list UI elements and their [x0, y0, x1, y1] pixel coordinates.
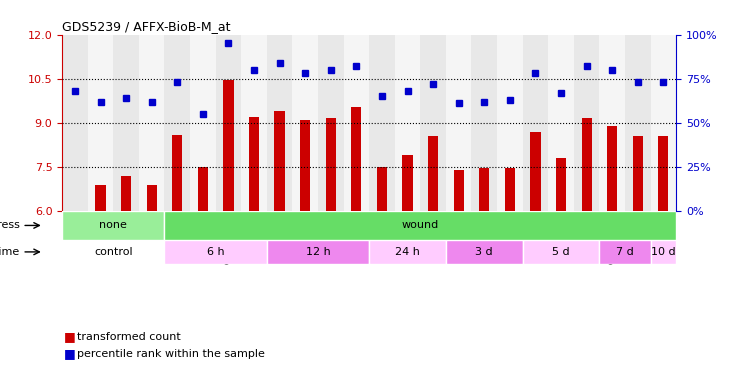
Text: 24 h: 24 h — [395, 247, 420, 257]
Bar — [607, 126, 617, 211]
Bar — [574, 35, 599, 211]
Bar — [633, 136, 643, 211]
Bar — [300, 120, 311, 211]
Bar — [523, 240, 599, 264]
Bar — [582, 118, 592, 211]
Text: 5 d: 5 d — [552, 247, 570, 257]
Bar — [523, 35, 548, 211]
Bar — [548, 35, 574, 211]
Bar — [164, 240, 267, 264]
Bar — [267, 240, 369, 264]
Bar — [497, 35, 523, 211]
Bar — [531, 132, 540, 211]
Bar — [453, 170, 464, 211]
Bar — [190, 35, 216, 211]
Bar — [446, 240, 523, 264]
Text: stress: stress — [0, 220, 20, 230]
Bar — [62, 35, 88, 211]
Bar — [241, 35, 267, 211]
Bar — [651, 35, 676, 211]
Text: ■: ■ — [64, 347, 76, 360]
Bar — [420, 35, 446, 211]
Text: 7 d: 7 d — [616, 247, 634, 257]
Bar — [62, 211, 164, 240]
Bar — [224, 80, 234, 211]
Bar — [352, 107, 362, 211]
Bar — [659, 136, 668, 211]
Bar — [403, 155, 413, 211]
Bar — [113, 35, 139, 211]
Bar — [216, 35, 241, 211]
Text: 12 h: 12 h — [306, 247, 330, 257]
Text: wound: wound — [402, 220, 439, 230]
Bar — [556, 158, 566, 211]
Bar — [369, 240, 446, 264]
Bar — [377, 167, 387, 211]
Bar — [173, 134, 183, 211]
Bar — [446, 35, 471, 211]
Text: GDS5239 / AFFX-BioB-M_at: GDS5239 / AFFX-BioB-M_at — [62, 20, 231, 33]
Bar — [625, 35, 651, 211]
Bar — [344, 35, 369, 211]
Bar — [275, 111, 284, 211]
Bar — [599, 240, 651, 264]
Bar — [480, 168, 490, 211]
Bar — [599, 35, 625, 211]
Bar — [267, 35, 292, 211]
Bar — [249, 117, 259, 211]
Text: control: control — [94, 247, 132, 257]
Bar — [62, 240, 164, 264]
Text: 6 h: 6 h — [207, 247, 224, 257]
Bar — [164, 211, 676, 240]
Bar — [139, 35, 164, 211]
Text: percentile rank within the sample: percentile rank within the sample — [77, 349, 265, 359]
Bar — [197, 167, 208, 211]
Bar — [471, 35, 497, 211]
Bar — [428, 136, 439, 211]
Bar — [504, 168, 515, 211]
Bar — [651, 240, 676, 264]
Bar — [88, 35, 113, 211]
Bar — [326, 118, 336, 211]
Bar — [121, 176, 132, 211]
Bar — [292, 35, 318, 211]
Text: 3 d: 3 d — [475, 247, 493, 257]
Text: 10 d: 10 d — [651, 247, 675, 257]
Bar — [318, 35, 344, 211]
Text: none: none — [99, 220, 127, 230]
Text: ■: ■ — [64, 330, 76, 343]
Bar — [369, 35, 395, 211]
Bar — [395, 35, 420, 211]
Text: time: time — [0, 247, 20, 257]
Bar — [95, 185, 106, 211]
Bar — [164, 35, 190, 211]
Bar — [146, 185, 156, 211]
Text: transformed count: transformed count — [77, 332, 181, 342]
